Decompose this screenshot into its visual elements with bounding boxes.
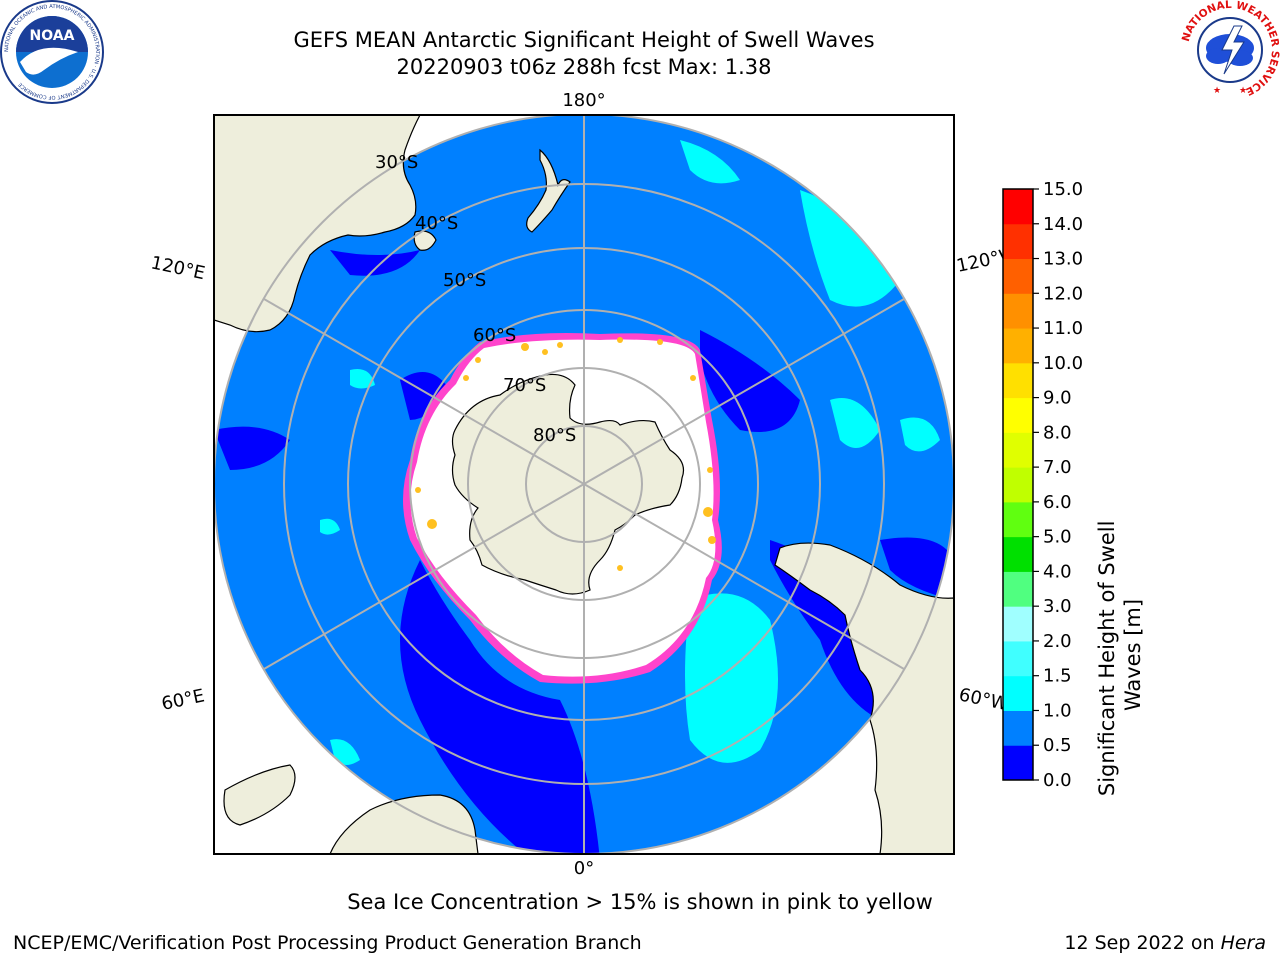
africa-land <box>329 794 479 854</box>
tasmania-land <box>413 230 437 251</box>
low-swell-region <box>880 537 954 600</box>
colorbar-tick-label: 10.0 <box>1043 353 1083 374</box>
high-swell-region <box>830 398 880 448</box>
lat-label-50s: 50°S <box>443 270 486 291</box>
map-subtitle: 20220903 t06z 288h fcst Max: 1.38 <box>396 55 772 79</box>
lon-label-60e: 60°E <box>160 685 207 715</box>
colorbar-label: Significant Height of Swell Waves [m] <box>1095 514 1145 796</box>
low-swell-region <box>214 426 290 470</box>
colorbar-tick-label: 8.0 <box>1043 422 1072 443</box>
sea-ice-caption: Sea Ice Concentration > 15% is shown in … <box>347 890 933 914</box>
colorbar-bin <box>1003 501 1033 538</box>
colorbar-tick-label: 5.0 <box>1043 527 1072 548</box>
map-frame <box>213 114 955 855</box>
madagascar-land <box>223 764 296 826</box>
lat-label-60s: 60°S <box>473 325 516 346</box>
high-swell-region <box>320 518 340 535</box>
colorbar-tick-label: 4.0 <box>1043 561 1072 582</box>
colorbar: 0.0 0.5 1.0 1.5 2.0 3.0 4.0 5.0 6.0 7.0 8.0 9.0 10.0… <box>1002 179 1145 796</box>
low-swell-region <box>400 560 600 854</box>
colorbar-tick-label: 3.0 <box>1043 596 1072 617</box>
colorbar-bin <box>1003 710 1033 746</box>
low-swell-region <box>700 330 800 432</box>
machine-name: Hera <box>1220 932 1266 954</box>
south-america-land <box>774 542 954 854</box>
colorbar-bin <box>1003 467 1033 503</box>
branch-credit: NCEP/EMC/Verification Post Processing Pr… <box>13 932 642 954</box>
high-swell-region <box>330 739 360 765</box>
high-swell-region <box>900 417 940 452</box>
low-swell-region <box>330 250 420 276</box>
colorbar-bin <box>1003 397 1033 433</box>
colorbar-bin <box>1003 362 1033 399</box>
colorbar-bin <box>1003 293 1033 329</box>
colorbar-tick-label: 0.0 <box>1043 770 1072 791</box>
map-title: GEFS MEAN Antarctic Significant Height o… <box>293 28 875 52</box>
colorbar-bin <box>1003 328 1033 364</box>
australia-land <box>214 115 421 333</box>
colorbar-bin <box>1003 606 1033 642</box>
colorbar-tick-label: 1.5 <box>1043 666 1072 687</box>
graticule <box>214 115 954 854</box>
new-zealand-land <box>526 148 571 233</box>
colorbar-tick-label: 15.0 <box>1043 179 1083 200</box>
colorbar-frame <box>1002 188 1034 781</box>
nws-logo: NATIONAL WEATHER SERVICE ★ ★ <box>1180 0 1280 98</box>
lat-label-80s: 80°S <box>533 425 576 446</box>
colorbar-bin <box>1003 536 1033 572</box>
colorbar-bin <box>1003 189 1033 225</box>
lon-label-0: 0° <box>574 858 594 879</box>
production-date: 12 Sep 2022 on Hera <box>1064 932 1266 954</box>
colorbar-tick-label: 7.0 <box>1043 457 1072 478</box>
colorbar-tick-label: 2.0 <box>1043 631 1072 652</box>
noaa-logo: NATIONAL OCEANIC AND ATMOSPHERIC ADMINIS… <box>0 0 104 104</box>
lat-label-70s: 70°S <box>503 375 546 396</box>
high-swell-region <box>800 190 900 307</box>
colorbar-tick-label: 14.0 <box>1043 214 1083 235</box>
colorbar-bin <box>1003 571 1033 607</box>
production-date-text: 12 Sep 2022 on <box>1064 932 1221 954</box>
colorbar-bin <box>1003 258 1033 294</box>
colorbar-bin <box>1003 223 1033 260</box>
colorbar-tick-label: 11.0 <box>1043 318 1083 339</box>
lat-label-30s: 30°S <box>375 152 418 173</box>
lon-label-120e: 120°E <box>149 252 207 284</box>
antarctica-land <box>451 373 685 595</box>
colorbar-bin <box>1003 745 1033 781</box>
colorbar-tick-label: 1.0 <box>1043 700 1072 721</box>
colorbar-tick-label: 13.0 <box>1043 249 1083 270</box>
colorbar-tick-label: 0.5 <box>1043 735 1072 756</box>
colorbar-tick-label: 12.0 <box>1043 283 1083 304</box>
high-swell-region <box>350 369 375 389</box>
colorbar-tick-label: 9.0 <box>1043 388 1072 409</box>
colorbar-bin <box>1003 640 1033 677</box>
svg-text:★: ★ <box>1213 86 1221 96</box>
svg-text:NOAA: NOAA <box>30 28 75 44</box>
colorbar-bin <box>1003 432 1033 468</box>
lat-label-40s: 40°S <box>415 213 458 234</box>
lon-label-180: 180° <box>562 90 605 111</box>
high-swell-region <box>680 140 740 184</box>
sea-ice-edge-yellow <box>415 337 716 571</box>
colorbar-bin <box>1003 675 1033 711</box>
high-swell-region <box>685 593 778 763</box>
svg-text:★: ★ <box>1239 86 1247 96</box>
colorbar-tick-label: 6.0 <box>1043 492 1072 513</box>
